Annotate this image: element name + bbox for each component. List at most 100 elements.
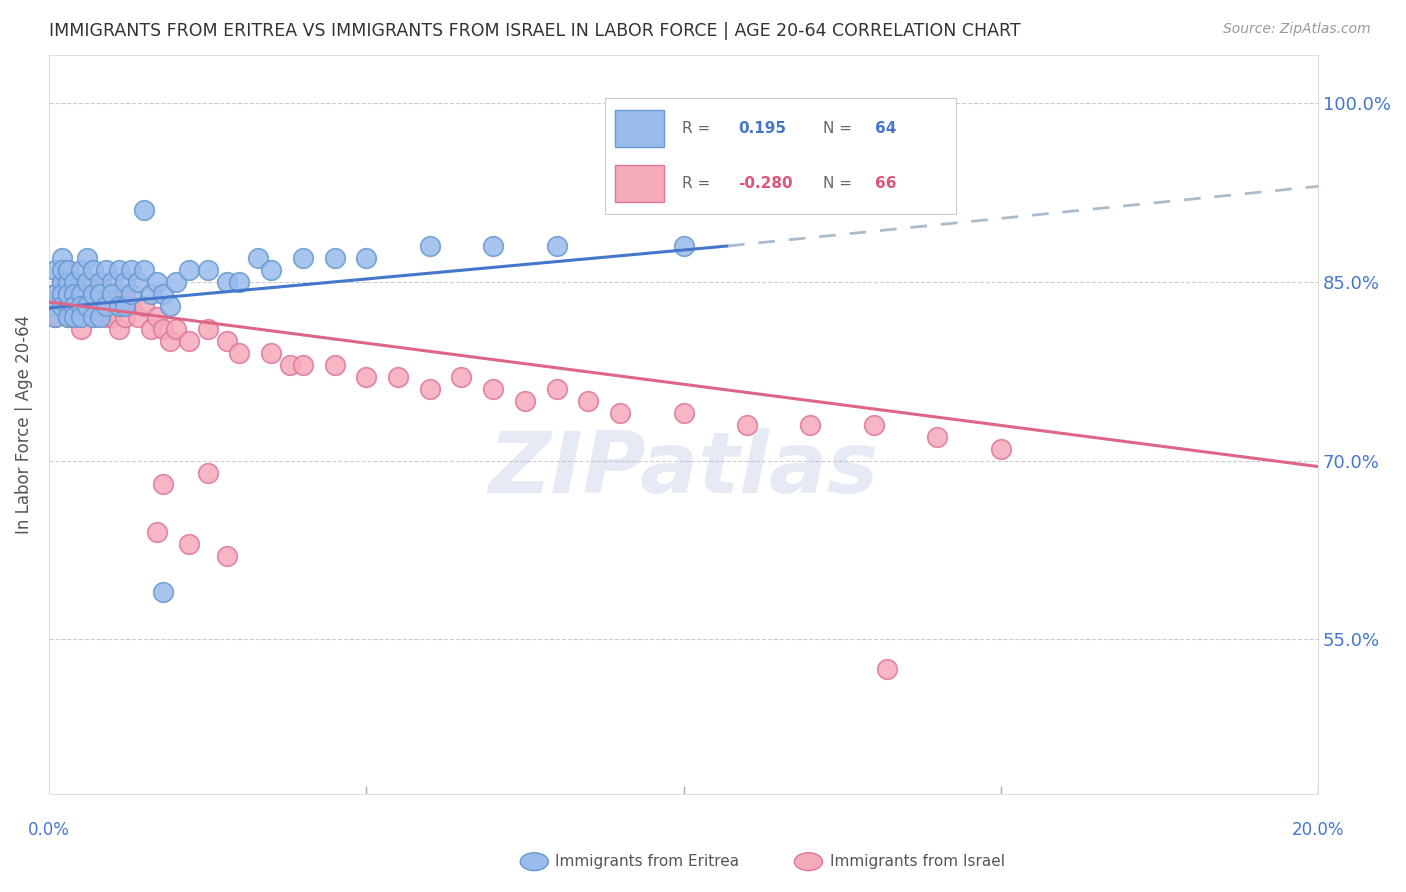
Point	[177, 537, 200, 551]
Point	[44, 310, 66, 325]
Point	[76, 251, 98, 265]
Point	[76, 299, 98, 313]
Point	[69, 286, 91, 301]
Point	[44, 299, 66, 313]
Point	[152, 286, 174, 301]
Point	[82, 310, 104, 325]
Point	[44, 310, 66, 325]
Point	[82, 310, 104, 325]
Text: Immigrants from Eritrea: Immigrants from Eritrea	[555, 855, 740, 869]
Text: 0.0%: 0.0%	[28, 821, 70, 838]
Point	[51, 251, 73, 265]
Point	[609, 406, 631, 420]
Point	[56, 286, 79, 301]
Point	[51, 299, 73, 313]
Point	[44, 286, 66, 301]
Point	[51, 299, 73, 313]
Point	[260, 262, 283, 277]
Text: IMMIGRANTS FROM ERITREA VS IMMIGRANTS FROM ISRAEL IN LABOR FORCE | AGE 20-64 COR: IMMIGRANTS FROM ERITREA VS IMMIGRANTS FR…	[49, 22, 1021, 40]
Point	[56, 262, 79, 277]
Text: 20.0%: 20.0%	[1292, 821, 1344, 838]
Point	[94, 310, 117, 325]
Point	[927, 430, 949, 444]
Point	[69, 322, 91, 336]
Point	[107, 262, 129, 277]
Point	[127, 310, 149, 325]
Point	[260, 346, 283, 360]
Point	[863, 417, 886, 432]
Point	[69, 262, 91, 277]
Point	[177, 334, 200, 349]
Point	[63, 275, 86, 289]
Point	[197, 466, 219, 480]
Point	[146, 310, 169, 325]
Point	[134, 203, 156, 218]
Point	[134, 262, 156, 277]
Point	[134, 299, 156, 313]
Point	[89, 299, 111, 313]
Point	[546, 382, 568, 396]
Point	[127, 275, 149, 289]
Point	[107, 322, 129, 336]
Point	[56, 275, 79, 289]
Point	[56, 262, 79, 277]
Point	[94, 262, 117, 277]
Point	[69, 299, 91, 313]
Text: 64: 64	[875, 120, 897, 136]
Point	[107, 299, 129, 313]
Point	[513, 394, 536, 409]
Point	[419, 382, 441, 396]
Point	[165, 275, 187, 289]
Point	[76, 275, 98, 289]
Point	[69, 286, 91, 301]
Point	[56, 310, 79, 325]
Text: Immigrants from Israel: Immigrants from Israel	[830, 855, 1004, 869]
Point	[291, 358, 314, 372]
Point	[107, 299, 129, 313]
Point	[197, 262, 219, 277]
Point	[291, 251, 314, 265]
Text: N =: N =	[823, 120, 852, 136]
Point	[44, 286, 66, 301]
Point	[990, 442, 1012, 456]
Point	[247, 251, 270, 265]
Point	[576, 394, 599, 409]
Point	[121, 286, 143, 301]
Text: ZIPatlas: ZIPatlas	[488, 427, 879, 511]
Point	[152, 322, 174, 336]
Point	[672, 239, 695, 253]
Text: 66: 66	[875, 177, 897, 192]
Point	[101, 275, 124, 289]
Point	[101, 286, 124, 301]
Point	[63, 310, 86, 325]
Point	[94, 299, 117, 313]
Point	[114, 286, 136, 301]
Point	[94, 286, 117, 301]
Point	[356, 370, 378, 384]
Point	[215, 334, 238, 349]
Text: N =: N =	[823, 177, 852, 192]
Point	[152, 477, 174, 491]
Text: R =: R =	[682, 177, 710, 192]
Point	[121, 299, 143, 313]
Point	[121, 262, 143, 277]
Point	[159, 299, 181, 313]
Point	[89, 286, 111, 301]
Point	[450, 370, 472, 384]
Text: -0.280: -0.280	[738, 177, 793, 192]
Text: 0.195: 0.195	[738, 120, 786, 136]
Point	[76, 299, 98, 313]
Point	[228, 275, 250, 289]
Point	[82, 286, 104, 301]
Point	[215, 275, 238, 289]
Point	[101, 286, 124, 301]
Point	[419, 239, 441, 253]
Text: R =: R =	[682, 120, 710, 136]
Point	[546, 239, 568, 253]
Point	[76, 275, 98, 289]
Point	[278, 358, 301, 372]
Point	[63, 310, 86, 325]
Point	[215, 549, 238, 563]
Point	[799, 417, 821, 432]
Point	[146, 275, 169, 289]
